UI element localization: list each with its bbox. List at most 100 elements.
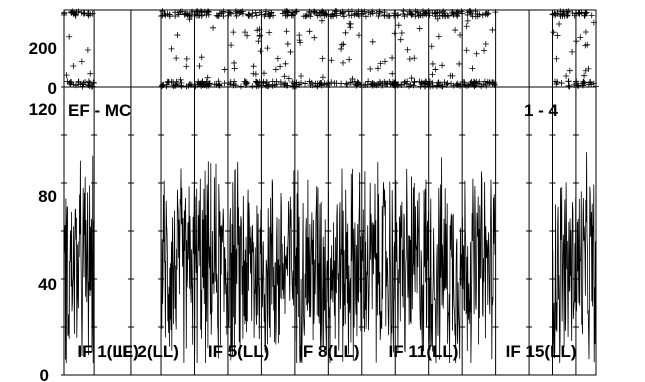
phase-point [434, 9, 441, 16]
phase-point [328, 79, 335, 86]
phase-point [314, 12, 321, 19]
phase-point [303, 12, 310, 19]
phase-point [449, 72, 456, 79]
phase-point [445, 12, 452, 19]
phase-point [355, 32, 362, 39]
phase-panel: 200 0 [29, 8, 599, 98]
phase-point [429, 82, 436, 89]
phase-point [181, 11, 188, 18]
phase-point [389, 54, 396, 61]
phase-point [318, 17, 325, 24]
phase-point [289, 79, 296, 86]
phase-point [296, 32, 303, 39]
phase-point [410, 82, 417, 89]
phase-point [489, 26, 496, 33]
phase-point [582, 9, 589, 16]
phase-point [474, 13, 481, 20]
phase-point [159, 12, 166, 19]
phase-point [484, 78, 491, 85]
phase-point [168, 45, 175, 52]
phase-point [298, 73, 305, 80]
if-label: IF 1(LL) [77, 342, 138, 361]
phase-point [306, 78, 313, 85]
phase-point [327, 12, 334, 19]
phase-point [256, 9, 263, 16]
phase-point [285, 75, 292, 82]
phase-point [293, 8, 300, 15]
phase-point [72, 11, 79, 18]
phase-point [78, 58, 85, 65]
phase-point [582, 42, 589, 49]
phase-point [353, 10, 360, 17]
phase-point [552, 10, 559, 17]
phase-point [563, 8, 570, 15]
phase-point [425, 8, 432, 15]
phase-point [231, 65, 238, 72]
phase-point [381, 12, 388, 19]
if-label: IF 2(LL) [118, 342, 179, 361]
phase-point [245, 11, 252, 18]
phase-point [390, 78, 397, 85]
phase-point [252, 9, 259, 16]
phase-point [411, 79, 418, 86]
phase-point [261, 12, 268, 19]
amp-ytick-label-120: 120 [29, 100, 57, 119]
phase-point [563, 73, 570, 80]
phase-point [195, 79, 202, 86]
phase-point [408, 10, 415, 17]
phase-point [333, 8, 340, 15]
phase-point [365, 9, 372, 16]
phase-point [250, 63, 257, 70]
phase-point [241, 29, 248, 36]
phase-point [340, 59, 347, 66]
phase-point [165, 78, 172, 85]
phase-point [216, 10, 223, 17]
phase-point [478, 83, 485, 90]
phase-point [204, 81, 211, 88]
phase-point [401, 79, 408, 86]
phase-point [178, 82, 185, 89]
phase-point [422, 78, 429, 85]
phase-point [471, 83, 478, 90]
phase-point [549, 11, 556, 18]
phase-point [590, 80, 597, 87]
phase-point [464, 17, 471, 24]
phase-point [272, 66, 279, 73]
phase-panel-frame [63, 9, 597, 88]
phase-point [406, 55, 413, 62]
phase-point [215, 12, 222, 19]
phase-point [455, 9, 462, 16]
phase-point [381, 58, 388, 65]
phase-point [347, 24, 354, 31]
phase-point [466, 8, 473, 15]
phase-point [469, 13, 476, 20]
phase-point [367, 66, 374, 73]
phase-point [196, 63, 203, 70]
phase-point [368, 81, 375, 88]
phase-point [312, 9, 319, 16]
phase-point [284, 40, 291, 47]
phase-point [338, 41, 345, 48]
phase-point [564, 12, 571, 19]
phase-point [416, 25, 423, 32]
phase-point [244, 32, 251, 39]
phase-point [204, 74, 211, 81]
phase-point [481, 47, 488, 54]
phase-point [63, 72, 70, 79]
if-label: IF 8(LL) [298, 342, 359, 361]
phase-point [395, 22, 402, 29]
phase-point [412, 13, 419, 20]
phase-point [237, 83, 244, 90]
phase-point [282, 60, 289, 67]
phase-point [283, 28, 290, 35]
phase-point [342, 29, 349, 36]
phase-point [473, 50, 480, 57]
phase-point [211, 81, 218, 88]
phase-point [87, 70, 94, 77]
phase-point [369, 38, 376, 45]
phase-point [375, 13, 382, 20]
phase-point [250, 70, 257, 77]
phase-point [483, 82, 490, 89]
phase-point [408, 75, 415, 82]
phase-point [419, 12, 426, 19]
